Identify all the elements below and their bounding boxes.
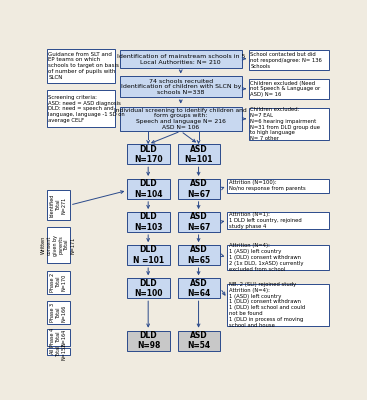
FancyBboxPatch shape <box>227 245 329 270</box>
FancyBboxPatch shape <box>47 329 70 346</box>
FancyBboxPatch shape <box>227 179 329 193</box>
FancyBboxPatch shape <box>178 278 220 298</box>
FancyBboxPatch shape <box>47 228 70 263</box>
FancyBboxPatch shape <box>249 108 329 140</box>
Text: ASD
N=65: ASD N=65 <box>188 246 211 265</box>
Text: DLD
N=100: DLD N=100 <box>134 278 163 298</box>
Text: Attrition (N=100):
No/no response from parents: Attrition (N=100): No/no response from p… <box>229 180 305 191</box>
Text: All
Total
N=152: All Total N=152 <box>50 343 66 360</box>
FancyBboxPatch shape <box>227 212 329 229</box>
FancyBboxPatch shape <box>47 49 115 83</box>
FancyBboxPatch shape <box>120 76 242 97</box>
FancyBboxPatch shape <box>127 330 170 351</box>
Text: 74 schools recruited
Identification of children with SLCN by
schools N=338: 74 schools recruited Identification of c… <box>120 78 241 95</box>
Text: ASD
N=67: ASD N=67 <box>187 212 211 232</box>
Text: DLD
N=98: DLD N=98 <box>137 331 160 350</box>
FancyBboxPatch shape <box>120 106 242 131</box>
Text: DLD
N=170: DLD N=170 <box>134 144 163 164</box>
FancyBboxPatch shape <box>127 144 170 164</box>
FancyBboxPatch shape <box>127 212 170 232</box>
Text: Children excluded:
N=7 EAL
N=6 hearing impairment
N=31 from DLD group due
to hig: Children excluded: N=7 EAL N=6 hearing i… <box>250 107 320 141</box>
Text: School contacted but did
not respond/agree: N= 136
Schools: School contacted but did not respond/agr… <box>250 52 322 69</box>
Text: Attrition (N=1):
1 DLD left country, rejoined
study phase 4: Attrition (N=1): 1 DLD left country, rej… <box>229 212 302 229</box>
Text: DLD
N=104: DLD N=104 <box>134 179 163 199</box>
FancyBboxPatch shape <box>120 50 242 68</box>
Text: Individual screening to identify children and
form groups with:
Speech and langu: Individual screening to identify childre… <box>115 108 247 130</box>
Text: DLD
N =101: DLD N =101 <box>133 246 164 265</box>
FancyBboxPatch shape <box>249 79 329 99</box>
FancyBboxPatch shape <box>227 284 329 326</box>
FancyBboxPatch shape <box>178 144 220 164</box>
Text: NB. 2 (SLI) rejoined study
Attrition (N=4):
1 (ASD) left country
1 (DLD) consent: NB. 2 (SLI) rejoined study Attrition (N=… <box>229 282 305 328</box>
FancyBboxPatch shape <box>47 190 70 220</box>
Text: ASD
N=54: ASD N=54 <box>188 331 211 350</box>
Text: Identified
Total
N=271: Identified Total N=271 <box>50 193 66 217</box>
FancyBboxPatch shape <box>47 270 70 294</box>
Text: ASD
N=64: ASD N=64 <box>187 278 211 298</box>
Text: ASD
N=67: ASD N=67 <box>187 179 211 199</box>
FancyBboxPatch shape <box>127 179 170 199</box>
FancyBboxPatch shape <box>249 50 329 70</box>
Text: Attrition (N=4):
1 (ASD) left country
1 (DLD) consent withdrawn
2 (1x DLD, 1xASD: Attrition (N=4): 1 (ASD) left country 1 … <box>229 243 303 272</box>
FancyBboxPatch shape <box>127 278 170 298</box>
Text: Screening criteria:
ASD: need = ASD diagnosis
DLD: need = speech and
language, l: Screening criteria: ASD: need = ASD diag… <box>48 95 125 123</box>
FancyBboxPatch shape <box>47 301 70 324</box>
Text: Phase 2
Total
N=170: Phase 2 Total N=170 <box>50 272 66 292</box>
Text: DLD
N=103: DLD N=103 <box>134 212 163 232</box>
FancyBboxPatch shape <box>47 90 115 127</box>
Text: Guidance from SLT and
EP teams on which
schools to target on basis
of number of : Guidance from SLT and EP teams on which … <box>48 52 119 80</box>
Text: Phase 4
Total
N=164: Phase 4 Total N=164 <box>50 328 66 347</box>
FancyBboxPatch shape <box>178 179 220 199</box>
Text: Children excluded (Need
not Speech & Language or
ASD) N= 16: Children excluded (Need not Speech & Lan… <box>250 80 321 97</box>
Text: Identification of mainstream schools in 5
Local Authorities: N= 210: Identification of mainstream schools in … <box>117 54 245 64</box>
FancyBboxPatch shape <box>178 330 220 351</box>
Text: Written
consent
given by
parents
Total
N=171: Written consent given by parents Total N… <box>41 235 75 256</box>
FancyBboxPatch shape <box>178 245 220 265</box>
FancyBboxPatch shape <box>127 245 170 265</box>
Text: ASD
N=101: ASD N=101 <box>185 144 213 164</box>
FancyBboxPatch shape <box>47 348 70 355</box>
FancyBboxPatch shape <box>178 212 220 232</box>
Text: Phase 3
Total
N=166: Phase 3 Total N=166 <box>50 303 66 322</box>
